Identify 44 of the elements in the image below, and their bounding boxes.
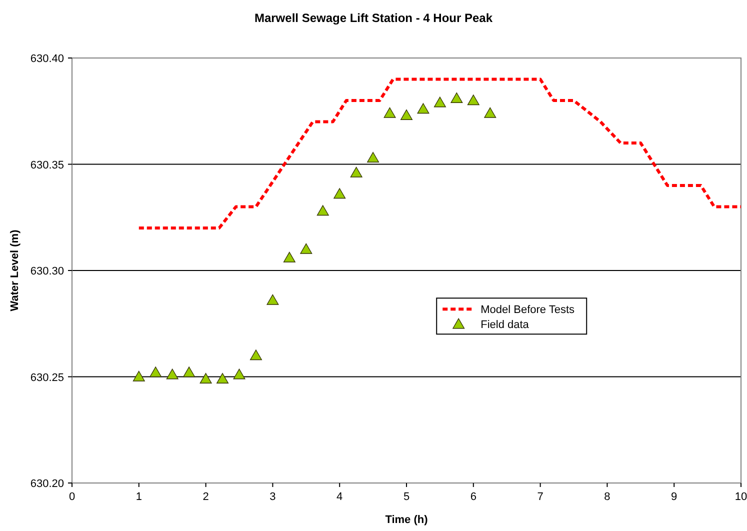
x-tick-label: 8 xyxy=(604,491,610,503)
x-tick-label: 1 xyxy=(136,491,142,503)
x-tick-label: 6 xyxy=(470,491,476,503)
y-tick-label: 630.25 xyxy=(30,372,64,384)
x-tick-label: 0 xyxy=(68,491,76,503)
x-tick-label: 5 xyxy=(403,491,410,503)
point xyxy=(316,205,329,216)
point xyxy=(350,166,362,178)
x-tick-label: 2 xyxy=(202,491,209,503)
legend-label: Field data xyxy=(480,319,530,332)
point xyxy=(484,107,496,118)
x-tick-label: 9 xyxy=(671,491,678,503)
x-axis-title: Time (h) xyxy=(385,514,428,526)
point xyxy=(384,107,396,118)
x-tick-label: 10 xyxy=(734,491,747,503)
point xyxy=(300,243,312,254)
point xyxy=(367,152,380,162)
point xyxy=(400,110,412,120)
chart-title: Marwell Sewage Lift Station - 4 Hour Peak xyxy=(254,11,493,25)
y-tick-label: 630.40 xyxy=(30,53,64,65)
point xyxy=(166,368,178,380)
x-tick-label: 4 xyxy=(336,491,343,503)
point xyxy=(450,92,463,103)
y-tick-label: 630.30 xyxy=(30,266,64,278)
legend-label: Model Before Tests xyxy=(480,304,576,316)
point xyxy=(334,188,346,199)
point xyxy=(283,252,296,262)
y-axis-title: Water Level (m) xyxy=(9,229,21,312)
point xyxy=(216,373,229,384)
point xyxy=(417,103,430,114)
x-tick-label: 3 xyxy=(270,491,276,503)
x-tick-label: 7 xyxy=(537,491,544,503)
point xyxy=(150,366,162,378)
point xyxy=(200,373,212,384)
line-series xyxy=(137,78,742,230)
point xyxy=(434,96,446,108)
point xyxy=(233,368,246,380)
point xyxy=(266,294,279,305)
point xyxy=(250,350,262,360)
point xyxy=(183,366,196,378)
point xyxy=(467,94,480,106)
y-tick-label: 630.20 xyxy=(30,478,64,490)
point xyxy=(132,370,145,382)
y-tick-label: 630.35 xyxy=(30,159,64,172)
